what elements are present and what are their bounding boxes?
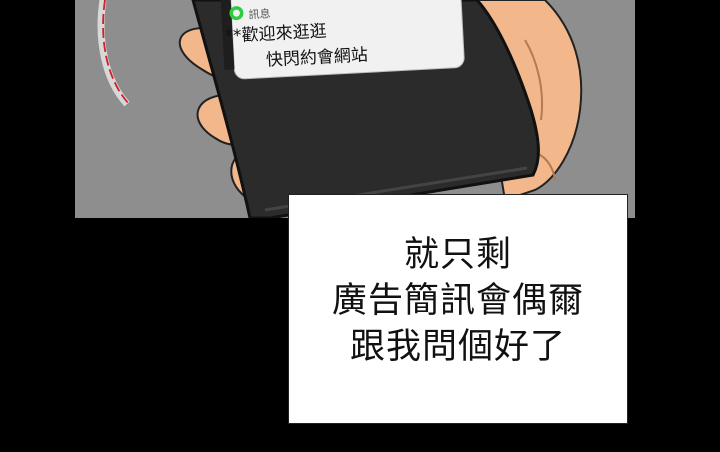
motion-line-red	[102, 0, 130, 105]
caption-line-1: 就只剩	[403, 235, 512, 275]
notification-app-label: 訊息	[248, 6, 271, 21]
speech-box: 就只剩 廣告簡訊會偶爾 跟我問個好了	[288, 194, 628, 424]
notification-card: 訊息 **歡迎來逛逛 快閃約會網站	[220, 0, 465, 80]
caption-line-2: 廣告簡訊會偶爾	[331, 281, 584, 321]
comic-panel: 訊息 **歡迎來逛逛 快閃約會網站	[75, 0, 635, 218]
hand-holding-phone-illustration: 訊息 **歡迎來逛逛 快閃約會網站	[97, 0, 583, 218]
caption-line-3: 跟我問個好了	[349, 327, 566, 367]
motion-line-highlight	[97, 0, 130, 107]
